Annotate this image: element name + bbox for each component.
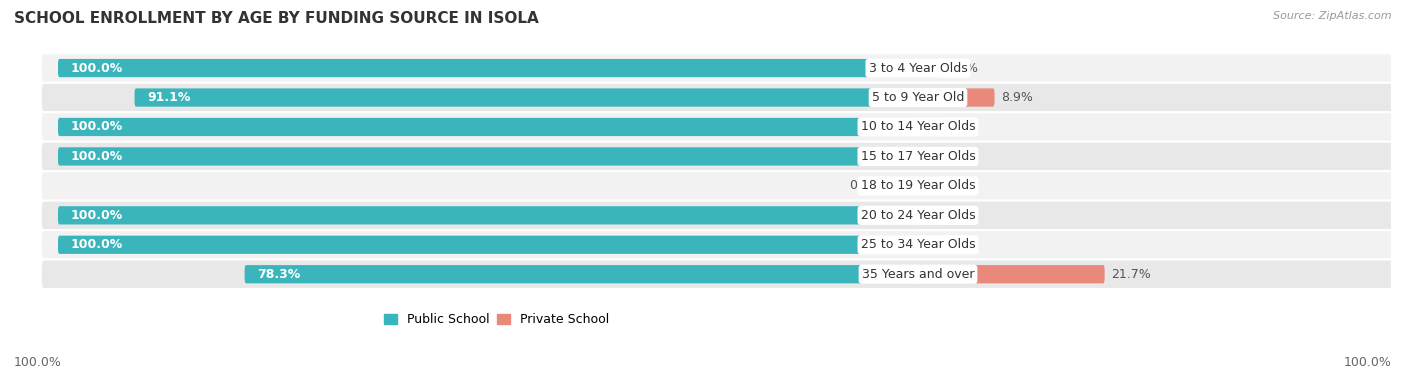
Text: 100.0%: 100.0% [70, 121, 124, 133]
FancyBboxPatch shape [41, 83, 1406, 112]
Text: 0.0%: 0.0% [946, 61, 979, 75]
Text: 18 to 19 Year Olds: 18 to 19 Year Olds [860, 179, 976, 192]
Text: 8.9%: 8.9% [1001, 91, 1033, 104]
Text: 0.0%: 0.0% [946, 179, 979, 192]
Text: SCHOOL ENROLLMENT BY AGE BY FUNDING SOURCE IN ISOLA: SCHOOL ENROLLMENT BY AGE BY FUNDING SOUR… [14, 11, 538, 26]
FancyBboxPatch shape [41, 230, 1406, 259]
Text: 0.0%: 0.0% [946, 121, 979, 133]
FancyBboxPatch shape [58, 206, 918, 224]
Text: 78.3%: 78.3% [257, 268, 301, 281]
FancyBboxPatch shape [918, 88, 994, 107]
FancyBboxPatch shape [918, 236, 939, 254]
FancyBboxPatch shape [918, 118, 939, 136]
Text: Source: ZipAtlas.com: Source: ZipAtlas.com [1274, 11, 1392, 21]
FancyBboxPatch shape [58, 118, 918, 136]
FancyBboxPatch shape [41, 171, 1406, 201]
Text: 100.0%: 100.0% [70, 238, 124, 251]
Text: 0.0%: 0.0% [946, 238, 979, 251]
Text: 20 to 24 Year Olds: 20 to 24 Year Olds [860, 209, 976, 222]
FancyBboxPatch shape [41, 142, 1406, 171]
Text: 25 to 34 Year Olds: 25 to 34 Year Olds [860, 238, 976, 251]
FancyBboxPatch shape [918, 177, 939, 195]
Text: 10 to 14 Year Olds: 10 to 14 Year Olds [860, 121, 976, 133]
FancyBboxPatch shape [918, 147, 939, 166]
Text: 3 to 4 Year Olds: 3 to 4 Year Olds [869, 61, 967, 75]
FancyBboxPatch shape [135, 88, 918, 107]
FancyBboxPatch shape [41, 259, 1406, 289]
FancyBboxPatch shape [58, 147, 918, 166]
Text: 0.0%: 0.0% [946, 150, 979, 163]
Text: 100.0%: 100.0% [1344, 357, 1392, 369]
Text: 0.0%: 0.0% [946, 209, 979, 222]
Legend: Public School, Private School: Public School, Private School [380, 308, 614, 331]
FancyBboxPatch shape [889, 177, 918, 195]
Text: 100.0%: 100.0% [70, 150, 124, 163]
FancyBboxPatch shape [918, 59, 939, 77]
Text: 91.1%: 91.1% [148, 91, 191, 104]
FancyBboxPatch shape [58, 59, 918, 77]
Text: 100.0%: 100.0% [70, 209, 124, 222]
Text: 15 to 17 Year Olds: 15 to 17 Year Olds [860, 150, 976, 163]
FancyBboxPatch shape [41, 54, 1406, 83]
Text: 21.7%: 21.7% [1112, 268, 1152, 281]
FancyBboxPatch shape [58, 236, 918, 254]
FancyBboxPatch shape [918, 265, 1105, 284]
FancyBboxPatch shape [41, 201, 1406, 230]
FancyBboxPatch shape [245, 265, 918, 284]
Text: 0.0%: 0.0% [849, 179, 882, 192]
FancyBboxPatch shape [41, 112, 1406, 142]
FancyBboxPatch shape [918, 206, 939, 224]
Text: 35 Years and over: 35 Years and over [862, 268, 974, 281]
Text: 5 to 9 Year Old: 5 to 9 Year Old [872, 91, 965, 104]
Text: 100.0%: 100.0% [70, 61, 124, 75]
Text: 100.0%: 100.0% [14, 357, 62, 369]
